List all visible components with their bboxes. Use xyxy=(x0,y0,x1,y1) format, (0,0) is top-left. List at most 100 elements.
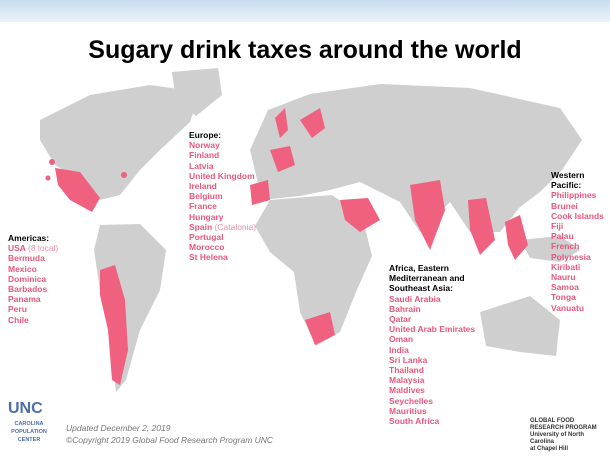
header-band xyxy=(0,0,610,22)
cpc-line: CAROLINA xyxy=(14,421,44,427)
country: Philippines xyxy=(551,190,609,200)
country: French Polynesia xyxy=(551,241,609,261)
country: Cook Islands xyxy=(551,211,609,221)
country: India xyxy=(389,345,484,355)
country-name: Dominica xyxy=(8,273,47,284)
country-name: St Helena xyxy=(189,252,228,263)
country: Chile xyxy=(8,315,78,325)
country: Finland xyxy=(189,150,259,160)
country-name: Qatar xyxy=(389,314,412,325)
country: United Kingdom xyxy=(189,171,259,181)
title: Sugary drink taxes around the world xyxy=(88,36,522,64)
country-name: Nauru xyxy=(551,272,576,283)
country-name: Kiribati xyxy=(551,261,581,272)
country-name: Malaysia xyxy=(389,375,425,386)
cpc-logo: CAROLINA POPULATION CENTER xyxy=(10,420,48,444)
country: Brunei xyxy=(551,201,609,211)
country-name: Belgium xyxy=(189,191,223,202)
country-name: USA xyxy=(8,243,26,254)
country-name: Morocco xyxy=(189,242,225,253)
country: Dominica xyxy=(8,274,78,284)
region-list: Africa, Eastern Mediterranean and Southe… xyxy=(389,263,484,426)
copyright: ©Copyright 2019 Global Food Research Pro… xyxy=(66,435,274,445)
updated: Updated December 2, 2019 xyxy=(66,423,171,433)
country: Bermuda xyxy=(8,253,78,263)
country-name: India xyxy=(389,344,409,355)
country-name: French Polynesia xyxy=(551,241,591,262)
country-name: Palau xyxy=(551,231,574,242)
country-name: Bahrain xyxy=(389,303,421,314)
country: Bahrain xyxy=(389,304,484,314)
country: United Arab Emirates xyxy=(389,324,484,334)
country-name: Maldives xyxy=(389,385,425,396)
country-name: Sri Lanka xyxy=(389,354,428,365)
country: Mauritius xyxy=(389,406,484,416)
country-name: Hungary xyxy=(189,211,224,222)
region-list: Europe: Norway Finland Latvia United Kingdom… xyxy=(189,130,259,263)
gfrp-logo: GLOBAL FOOD RESEARCH PROGRAM University of… xyxy=(530,418,605,453)
country-name: United Kingdom xyxy=(189,170,255,181)
country-name: Saudi Arabia xyxy=(389,293,441,304)
country: Ireland xyxy=(189,181,259,191)
country: Panama xyxy=(8,294,78,304)
country-name: South Africa xyxy=(389,416,440,427)
country: Nauru xyxy=(551,272,609,282)
country-name: Norway xyxy=(189,140,220,151)
country: Mexico xyxy=(8,264,78,274)
country-name: Bermuda xyxy=(8,253,45,264)
country-name: Ireland xyxy=(189,181,217,192)
country: Portugal xyxy=(189,232,259,242)
country-name: Finland xyxy=(189,150,220,161)
country-name: Cook Islands xyxy=(551,210,604,221)
country-name: Barbados xyxy=(8,284,48,295)
country: Barbados xyxy=(8,284,78,294)
country-name: Panama xyxy=(8,294,41,305)
country: Latvia xyxy=(189,161,259,171)
country: Maldives xyxy=(389,385,484,395)
gfrp-line: GLOBAL FOOD xyxy=(530,418,575,424)
country-name: Latvia xyxy=(189,160,214,171)
country-name: United Arab Emirates xyxy=(389,324,476,335)
country-name: Mexico xyxy=(8,263,37,274)
country: South Africa xyxy=(389,416,484,426)
region-heading: Africa, Eastern Mediterranean and Southe… xyxy=(389,263,465,294)
country: Kiribati xyxy=(551,262,609,272)
country-name: Samoa xyxy=(551,282,579,293)
country-name: Thailand xyxy=(389,365,424,376)
country-note: (8 local) xyxy=(28,243,59,254)
region-heading: Americas: xyxy=(8,233,50,243)
country: Fiji xyxy=(551,221,609,231)
country: Samoa xyxy=(551,282,609,292)
country: France xyxy=(189,201,259,211)
country-name: Philippines xyxy=(551,190,597,201)
country-name: Fiji xyxy=(551,221,564,232)
tax-regions xyxy=(45,108,528,385)
country: Seychelles xyxy=(389,396,484,406)
gfrp-line: RESEARCH PROGRAM xyxy=(530,425,597,431)
country-name: Spain xyxy=(189,221,213,232)
country: Oman xyxy=(389,334,484,344)
country-name: Chile xyxy=(8,314,29,325)
country: Palau xyxy=(551,231,609,241)
country: Qatar xyxy=(389,314,484,324)
region-list: Western Pacific: Philippines Brunei Cook Is… xyxy=(551,170,609,313)
country: Peru xyxy=(8,304,78,314)
cpc-line: CENTER xyxy=(17,437,41,443)
country: Tonga xyxy=(551,292,609,302)
country-note: (Catalonia) xyxy=(214,221,257,232)
region-heading: Western Pacific: xyxy=(551,170,585,191)
country: Saudi Arabia xyxy=(389,294,484,304)
country: Belgium xyxy=(189,191,259,201)
country: Malaysia xyxy=(389,375,484,385)
country-name: Peru xyxy=(8,304,27,315)
country-name: Oman xyxy=(389,334,414,345)
country: Hungary xyxy=(189,212,259,222)
region-heading: Europe: xyxy=(189,130,222,140)
country-name: Mauritius xyxy=(389,405,427,416)
country: Sri Lanka xyxy=(389,355,484,365)
country-name: Portugal xyxy=(189,232,224,243)
country: Norway xyxy=(189,140,259,150)
country: Vanuatu xyxy=(551,303,609,313)
